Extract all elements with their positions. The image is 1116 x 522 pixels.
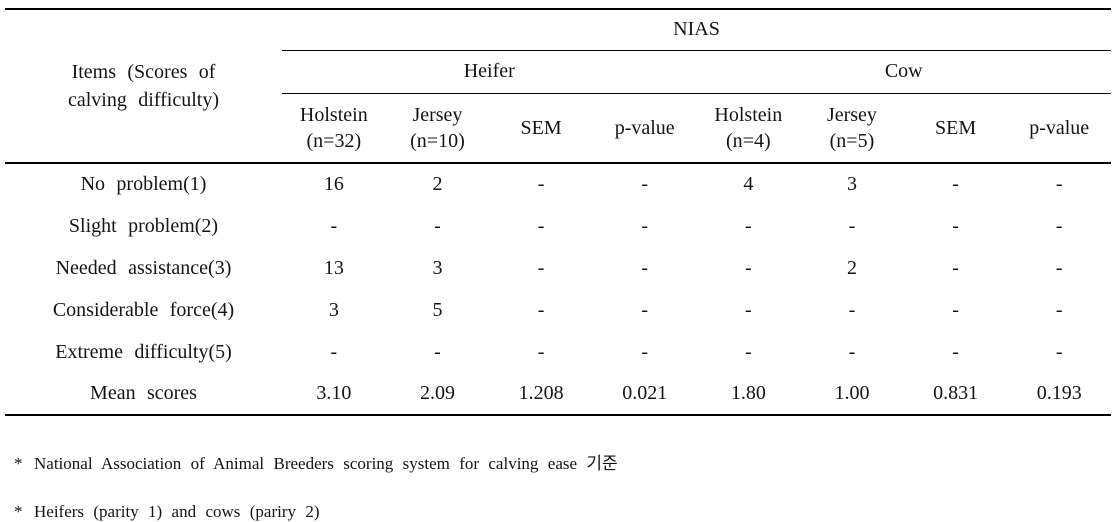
table-cell: 1.208 xyxy=(489,373,593,416)
table-cell: 13 xyxy=(323,256,344,279)
table-cell: 2 xyxy=(432,173,443,195)
table-cell: - xyxy=(952,256,959,279)
footnote-nias-scoring: * National Association of Animal Breeders… xyxy=(14,429,1111,474)
row-label: No problem(1) xyxy=(80,173,207,195)
table-cell: - xyxy=(952,214,959,237)
row-label: Extreme difficulty(5) xyxy=(55,340,232,363)
column-header-heifer-sem: SEM xyxy=(489,93,593,164)
table-cell: 3 xyxy=(328,298,339,321)
table-cell: - xyxy=(744,214,752,237)
row-label: Considerable force(4) xyxy=(52,298,235,321)
table-row-no-problem: No problem(1) 16 2 - - 4 3 - - xyxy=(5,163,1111,205)
subgroup-header-cow: Cow xyxy=(696,50,1111,94)
table-cell: - xyxy=(1055,256,1063,279)
subgroup-header-heifer: Heifer xyxy=(282,50,697,94)
table-cell: 3.10 xyxy=(282,373,386,416)
column-header-heifer-pvalue: p-value xyxy=(592,93,697,164)
table-cell: 2 xyxy=(846,256,857,279)
table-cell: - xyxy=(537,340,545,363)
table-cell: - xyxy=(952,298,959,321)
table-cell: 1.00 xyxy=(800,373,904,416)
footnote-marker: * xyxy=(14,502,23,521)
table-cell: 16 xyxy=(323,173,344,195)
table-cell: 1.80 xyxy=(696,373,801,416)
footnote-text: National Association of Animal Breeders … xyxy=(34,454,618,473)
table-cell: - xyxy=(537,173,545,195)
table-cell: 3 xyxy=(432,256,443,279)
calving-difficulty-table: Items (Scores of calving difficulty) NIA… xyxy=(5,8,1111,416)
table-cell: - xyxy=(952,173,959,195)
table-cell: - xyxy=(1055,214,1063,237)
column-header-heifer-holstein: Holstein (n=32) xyxy=(282,93,386,164)
table-cell: - xyxy=(537,298,545,321)
table-cell: - xyxy=(641,173,649,195)
table-row-considerable-force: Considerable force(4) 3 5 - - - - - - xyxy=(5,289,1111,331)
table-cell: - xyxy=(434,214,441,237)
table-cell: - xyxy=(1055,173,1063,195)
table-cell: - xyxy=(1055,340,1063,363)
table-cell: 0.021 xyxy=(592,373,697,416)
footnote-text: Heifers (parity 1) and cows (pariry 2) xyxy=(34,502,320,521)
table-cell: - xyxy=(1055,298,1063,321)
table-cell: - xyxy=(641,256,649,279)
table-cell: 0.831 xyxy=(903,373,1008,416)
table-row-needed-assistance: Needed assistance(3) 13 3 - - - 2 - - xyxy=(5,247,1111,289)
row-label: Needed assistance(3) xyxy=(55,256,232,279)
table-row-extreme-difficulty: Extreme difficulty(5) - - - - - - - - xyxy=(5,331,1111,373)
table-cell: 3 xyxy=(846,173,857,195)
group-header-nias: NIAS xyxy=(282,8,1111,51)
table-cell: - xyxy=(641,214,649,237)
table-cell: - xyxy=(537,256,545,279)
table-cell: - xyxy=(848,298,856,321)
table-cell: - xyxy=(537,214,545,237)
footnote-marker: * xyxy=(14,454,23,473)
table-row-slight-problem: Slight problem(2) - - - - - - - - xyxy=(5,205,1111,247)
table-cell: - xyxy=(641,298,649,321)
table-cell: - xyxy=(434,340,441,363)
table-cell: 2.09 xyxy=(385,373,490,416)
footnote-parity: * Heifers (parity 1) and cows (pariry 2) xyxy=(14,482,1111,522)
column-header-cow-holstein: Holstein (n=4) xyxy=(696,93,801,164)
table-cell: 5 xyxy=(432,298,443,321)
column-header-heifer-jersey: Jersey (n=10) xyxy=(385,93,490,164)
table-cell: 0.193 xyxy=(1007,373,1111,416)
footnotes: * National Association of Animal Breeders… xyxy=(14,429,1111,522)
row-header-title: Items (Scores of calving difficulty) xyxy=(5,8,282,164)
table-cell: - xyxy=(744,340,752,363)
table-cell: - xyxy=(641,340,649,363)
table-cell: - xyxy=(744,298,752,321)
row-label: Mean scores xyxy=(5,373,282,416)
table-row-mean-scores: Mean scores 3.10 2.09 1.208 0.021 1.80 1… xyxy=(5,373,1111,416)
table-cell: - xyxy=(952,340,959,363)
table-cell: - xyxy=(744,256,752,279)
column-header-cow-jersey: Jersey (n=5) xyxy=(800,93,904,164)
table-cell: - xyxy=(330,214,338,237)
table-cell: - xyxy=(848,214,856,237)
table-cell: - xyxy=(330,340,338,363)
column-header-cow-pvalue: p-value xyxy=(1007,93,1111,164)
table-cell: 4 xyxy=(743,173,754,195)
table-cell: - xyxy=(848,340,856,363)
row-label: Slight problem(2) xyxy=(68,214,219,237)
column-header-cow-sem: SEM xyxy=(903,93,1008,164)
